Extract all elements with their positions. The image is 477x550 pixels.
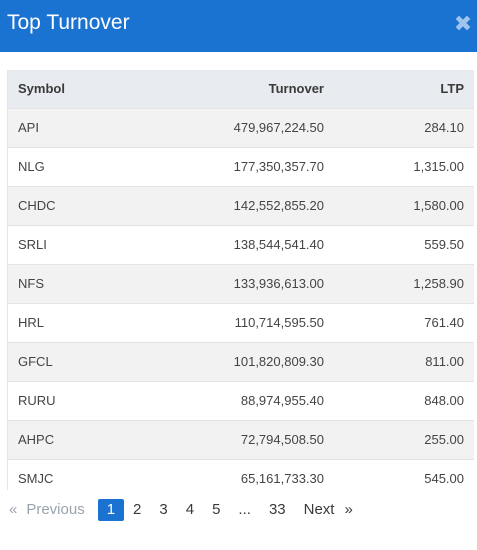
cell-ltp: 1,580.00 xyxy=(413,198,464,213)
table-row: SMJC 65,161,733.30 545.00 xyxy=(8,459,474,498)
page-button-4[interactable]: 4 xyxy=(185,501,195,518)
page-button-last[interactable]: 33 xyxy=(268,501,286,518)
column-header-turnover: Turnover xyxy=(268,81,324,97)
cell-turnover: 138,544,541.40 xyxy=(233,237,324,252)
table-row: GFCL 101,820,809.30 811.00 xyxy=(8,342,474,381)
page-button-5[interactable]: 5 xyxy=(212,501,221,518)
previous-page-button[interactable]: « Previous xyxy=(9,499,85,521)
cell-ltp: 811.00 xyxy=(425,354,464,369)
cell-ltp: 848.00 xyxy=(424,393,464,408)
cell-symbol: SMJC xyxy=(18,471,54,487)
double-chevron-right-icon: » xyxy=(344,501,353,518)
next-page-button[interactable]: Next » xyxy=(304,499,353,521)
close-icon[interactable]: ✖ xyxy=(453,11,473,36)
page-button-2[interactable]: 2 xyxy=(133,501,142,518)
previous-label: Previous xyxy=(26,501,85,518)
cell-turnover: 110,714,595.50 xyxy=(234,315,324,330)
cell-ltp: 559.50 xyxy=(424,237,464,252)
cell-ltp: 1,315.00 xyxy=(413,159,464,174)
table-row: RURU 88,974,955.40 848.00 xyxy=(8,381,474,420)
pagination: « Previous 1 2 3 4 5 ... 33 Next » xyxy=(8,498,353,522)
cell-turnover: 479,967,224.50 xyxy=(233,120,324,135)
table-row: AHPC 72,794,508.50 255.00 xyxy=(8,420,474,459)
cell-turnover: 65,161,733.30 xyxy=(240,471,324,487)
cell-symbol: RURU xyxy=(18,393,56,408)
cell-turnover: 88,974,955.40 xyxy=(240,393,324,408)
table-row: NFS 133,936,613.00 1,258.90 xyxy=(8,264,474,303)
cell-turnover: 142,552,855.20 xyxy=(233,198,324,213)
table-header-row: Symbol Turnover LTP xyxy=(8,70,474,108)
cell-ltp: 1,258.90 xyxy=(413,276,464,291)
cell-symbol: CHDC xyxy=(18,198,56,213)
column-header-symbol: Symbol xyxy=(18,81,65,97)
cell-symbol: API xyxy=(18,120,39,135)
table-row: HRL 110,714,595.50 761.40 xyxy=(8,303,474,342)
page-button-1[interactable]: 1 xyxy=(97,499,125,521)
cell-symbol: NLG xyxy=(18,159,45,174)
pagination-ellipsis: ... xyxy=(238,501,251,518)
cell-turnover: 101,820,809.30 xyxy=(233,354,324,369)
cell-turnover: 177,350,357.70 xyxy=(233,159,324,174)
cell-turnover: 133,936,613.00 xyxy=(233,276,324,291)
turnover-table: Symbol Turnover LTP API 479,967,224.50 2… xyxy=(8,70,474,498)
table-row: CHDC 142,552,855.20 1,580.00 xyxy=(8,186,474,225)
page-button-3[interactable]: 3 xyxy=(159,501,168,518)
cell-symbol: HRL xyxy=(18,315,45,330)
cell-ltp: 545.00 xyxy=(424,471,464,487)
turnover-table-container: Symbol Turnover LTP API 479,967,224.50 2… xyxy=(7,70,474,498)
table-row: NLG 177,350,357.70 1,315.00 xyxy=(8,147,474,186)
modal-header: Top Turnover ✖ xyxy=(0,0,477,52)
cell-symbol: AHPC xyxy=(18,432,55,447)
cell-turnover: 72,794,508.50 xyxy=(240,432,324,447)
table-row: SRLI 138,544,541.40 559.50 xyxy=(8,225,474,264)
double-chevron-left-icon: « xyxy=(9,501,18,518)
cell-ltp: 284.10 xyxy=(424,120,464,135)
cell-ltp: 255.00 xyxy=(424,432,464,447)
modal-title: Top Turnover xyxy=(7,11,130,34)
cell-symbol: SRLI xyxy=(18,237,47,252)
table-row: API 479,967,224.50 284.10 xyxy=(8,108,474,147)
next-label: Next xyxy=(303,501,335,518)
cell-symbol: NFS xyxy=(18,276,44,291)
column-header-ltp: LTP xyxy=(440,81,464,97)
cell-symbol: GFCL xyxy=(18,354,53,369)
cell-ltp: 761.40 xyxy=(424,315,464,330)
